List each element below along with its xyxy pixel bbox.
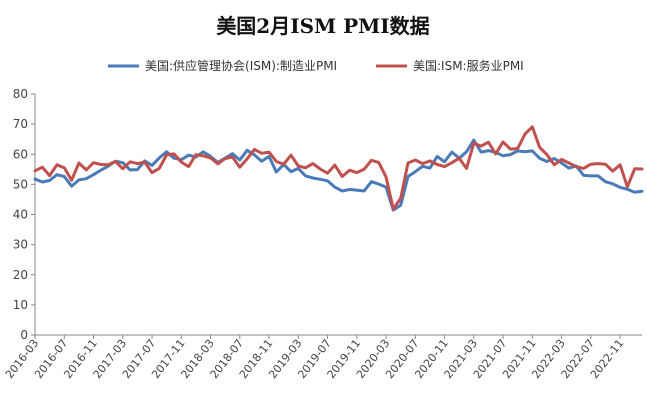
- legend-label-manufacturing: 美国:供应管理协会(ISM):制造业PMI: [145, 58, 337, 73]
- series-layer: [33, 125, 644, 212]
- y-tick-label: 20: [13, 268, 28, 282]
- y-tick-label: 60: [13, 147, 28, 161]
- legend: 美国:供应管理协会(ISM):制造业PMI 美国:ISM:服务业PMI: [108, 58, 524, 73]
- y-axis: 0 10 20 30 40 50 60 70 80: [13, 87, 36, 342]
- y-tick-label: 0: [20, 328, 28, 342]
- series-line-services-pmi: [33, 125, 644, 211]
- y-tick-label: 80: [13, 87, 28, 101]
- chart-title: 美国2月ISM PMI数据: [216, 14, 429, 38]
- y-tick-label: 30: [13, 238, 28, 252]
- y-tick-label: 10: [13, 298, 28, 312]
- series-line-manufacturing-pmi: [33, 138, 644, 212]
- legend-label-services: 美国:ISM:服务业PMI: [413, 58, 524, 73]
- y-tick-label: 50: [13, 177, 28, 191]
- x-axis: 2016-032016-072016-112017-032017-072017-…: [3, 334, 642, 381]
- y-tick-label: 70: [13, 117, 28, 131]
- y-tick-label: 40: [13, 208, 28, 222]
